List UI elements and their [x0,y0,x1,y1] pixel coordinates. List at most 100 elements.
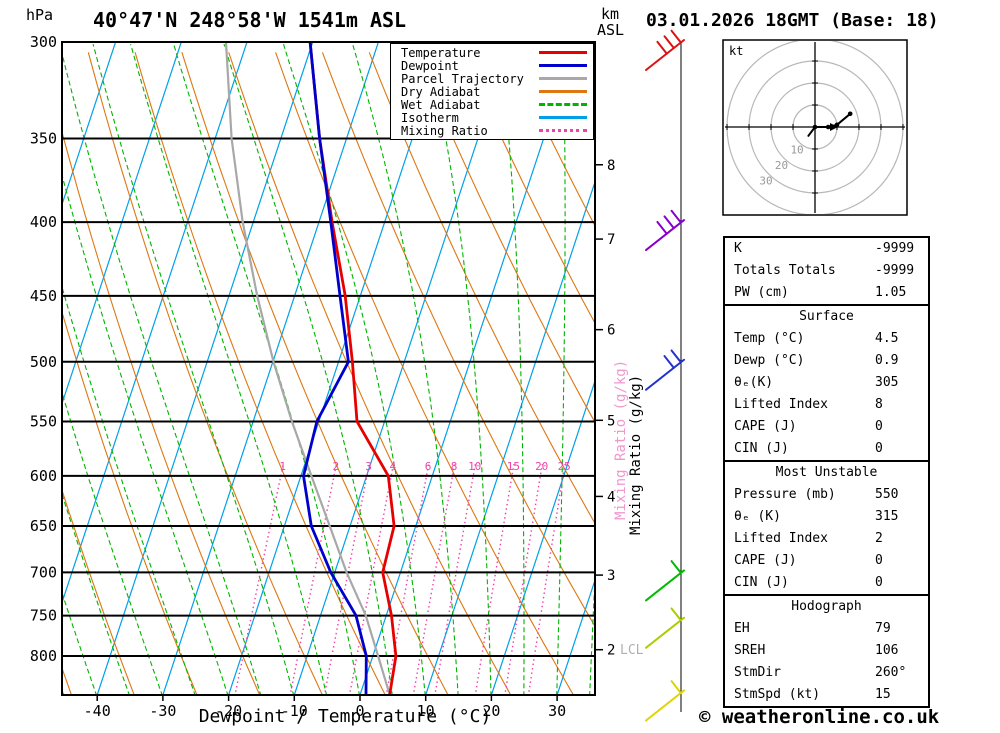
stats-section: K -9999 Totals Totals -9999 PW (cm) 1.05 [725,238,928,304]
stats-value: 8 [875,397,883,412]
copyright-text: © weatheronline.co.uk [699,706,940,728]
stats-row: CIN (J) 0 [725,572,928,594]
legend-line-sample [539,64,587,67]
stats-label: Lifted Index [734,531,828,546]
stats-value: 315 [875,509,899,524]
pressure-tick-label: 750 [30,607,57,625]
legend-label: Isotherm [401,110,459,125]
lcl-marker-label: LCL [620,643,644,658]
stats-label: PW (cm) [734,285,789,300]
mixing-ratio-value-label: 20 [535,460,548,473]
wet-adiabat-line [62,51,262,695]
curve-parcel-trajectory [224,42,391,695]
mixing-ratio-value-label: 25 [558,460,571,473]
wind-barb-700 [645,560,685,602]
stats-label: Lifted Index [734,397,828,412]
dry-adiabat-line [134,52,386,695]
stats-panel: K -9999 Totals Totals -9999 PW (cm) 1.05 Surfa… [723,236,930,708]
hodograph-unit-label: kt [729,44,744,58]
dry-adiabat-line [62,129,261,695]
km-tick-label: 8 [607,158,615,174]
stats-row: K -9999 [725,238,928,260]
stats-label: θₑ (K) [734,509,781,524]
isotherm-line [490,379,595,695]
wet-adiabat-line [92,43,295,695]
stats-value: -9999 [875,263,915,278]
isotherm-line [96,42,314,695]
wind-barb-400 [645,209,685,252]
stats-label: CAPE (J) [734,553,797,568]
legend-item: Dewpoint [391,58,593,73]
stats-label: StmSpd (kt) [734,687,821,702]
pressure-tick-label: 700 [30,563,57,581]
isotherm-line [293,42,511,695]
wind-barb-848 [645,680,685,722]
wet-adiabat-line [499,44,525,695]
legend-item: Mixing Ratio [391,124,593,138]
mixing-ratio-value-label: 15 [507,460,520,473]
legend-line-sample [539,51,587,54]
wet-adiabat-line [62,173,229,695]
altitude-axis-unit-asl: ASL [597,21,625,39]
mixing-ratio-line [234,464,284,695]
hodograph-ring-label: 10 [790,144,803,157]
km-tick-label: 6 [607,323,615,339]
legend-label: Dewpoint [401,58,459,73]
stats-row: StmDir 260° [725,662,928,684]
km-tick-label: 4 [607,489,615,505]
hodograph-trace-dot [847,111,853,117]
mixing-ratio-line [323,464,370,695]
dry-adiabat-line [321,52,595,628]
legend-line-sample [539,116,587,119]
stats-label: EH [734,621,750,636]
isotherm-line [62,42,182,406]
hodograph-ring-label: 20 [775,159,788,172]
isotherm-line [62,42,117,207]
stats-label: Dewp (°C) [734,353,805,368]
mixing-ratio-line [527,464,566,695]
stats-value: -9999 [875,241,915,256]
x-axis-label: Dewpoint / Temperature (°C) [198,706,492,727]
mixing-ratio-axis-label: Mixing Ratio (g/kg) [628,374,644,535]
isotherm-line [162,42,379,695]
legend-item: Dry Adiabat [391,85,593,99]
stats-row: Dewp (°C) 0.9 [725,350,928,372]
wet-adiabat-line [352,43,459,695]
stats-value: 1.05 [875,285,907,300]
stats-label: Temp (°C) [734,331,805,346]
mixing-ratio-value-label: 1 [279,460,286,473]
pressure-tick-label: 600 [30,467,57,485]
dry-adiabat-line [181,52,449,695]
stats-label: StmDir [734,665,781,680]
dry-adiabat-line [228,52,512,695]
x-axis-tick-label: -10 [281,702,308,720]
stats-row: Lifted Index 2 [725,528,928,550]
km-tick-label: 3 [607,568,615,584]
stats-label: CIN (J) [734,441,789,456]
isotherm-line [228,42,445,695]
dry-adiabat-line [275,52,575,695]
stats-label: CIN (J) [734,575,789,590]
pressure-tick-label: 300 [30,33,57,51]
stats-value: 2 [875,531,883,546]
mixing-ratio-value-label: 6 [425,460,432,473]
wet-adiabat-line [130,43,328,695]
mixing-ratio-axis-label-pink: Mixing Ratio (g/kg) [613,359,629,520]
km-tick-label: 5 [607,413,615,429]
stats-row: θₑ (K) 315 [725,506,928,528]
pressure-tick-label: 800 [30,647,57,665]
plot-frame [61,41,596,696]
stats-label: θₑ(K) [734,375,774,390]
station-title: 40°47'N 248°58'W 1541m ASL [93,8,407,32]
x-axis-tick-label: -30 [149,702,176,720]
wet-adiabat-line [62,390,163,695]
stats-section: Most Unstable Pressure (mb) 550 θₑ (K) 315 Li… [725,460,928,594]
x-axis-tick-label: 0 [355,702,364,720]
pressure-tick-label: 400 [30,213,57,231]
legend-label: Parcel Trajectory [401,71,524,86]
mixing-ratio-value-label: 8 [451,460,458,473]
mixing-ratio-line [474,464,515,695]
stats-value: 0 [875,419,883,434]
hodograph-trace-dot [812,124,818,130]
